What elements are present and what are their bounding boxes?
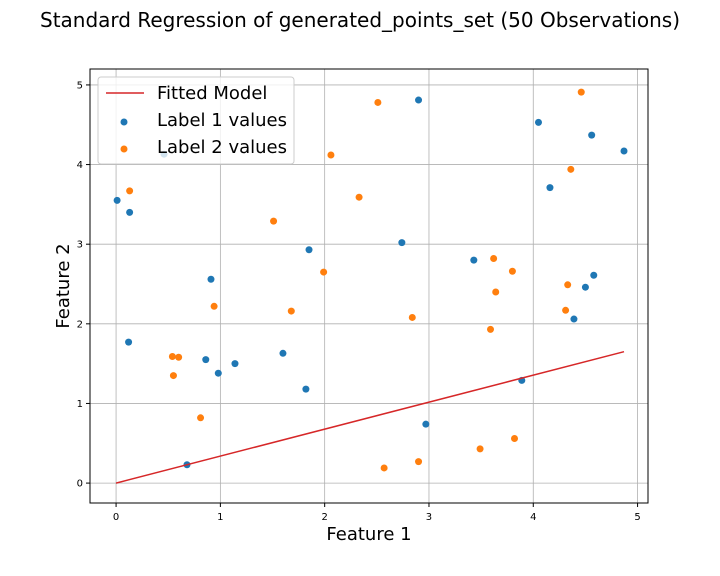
label-2-point bbox=[567, 165, 575, 173]
y-tick-label: 1 bbox=[77, 399, 83, 410]
label-1-point bbox=[590, 271, 598, 279]
label-2-point bbox=[510, 434, 518, 442]
label-2-point bbox=[380, 464, 388, 472]
label-2-point bbox=[210, 302, 218, 310]
y-tick-label: 3 bbox=[77, 240, 83, 251]
label-1-point bbox=[620, 147, 628, 155]
label-2-point bbox=[508, 267, 516, 275]
y-tick-label: 5 bbox=[77, 80, 83, 91]
label-1-point bbox=[305, 246, 313, 254]
x-tick-label: 5 bbox=[634, 512, 640, 523]
label-1-point bbox=[207, 275, 215, 283]
legend-swatch-label-2 bbox=[120, 145, 128, 153]
label-2-point bbox=[408, 313, 416, 321]
label-1-point bbox=[546, 184, 554, 192]
x-tick-label: 1 bbox=[217, 512, 223, 523]
label-1-point bbox=[415, 96, 423, 104]
label-2-point bbox=[415, 458, 423, 466]
label-1-point bbox=[570, 315, 578, 323]
label-2-point bbox=[476, 445, 484, 453]
legend-box bbox=[97, 76, 295, 165]
label-2-point bbox=[490, 255, 498, 263]
label-2-point bbox=[564, 281, 572, 289]
x-axis-label: Feature 1 bbox=[326, 524, 411, 545]
x-tick-label: 2 bbox=[321, 512, 327, 523]
legend-label-fitted-model: Fitted Model bbox=[157, 83, 267, 104]
label-2-point bbox=[577, 88, 585, 96]
x-tick-label: 0 bbox=[113, 512, 119, 523]
label-1-point bbox=[398, 239, 406, 247]
label-1-point bbox=[422, 420, 430, 428]
label-1-point bbox=[279, 349, 287, 357]
axis-ticks: 0 1 2 3 4 5 0 1 2 3 4 5 bbox=[77, 80, 641, 523]
label-2-point bbox=[562, 306, 570, 314]
plot-area-frame bbox=[89, 68, 649, 504]
y-tick-label: 4 bbox=[77, 160, 83, 171]
label-1-point bbox=[302, 385, 310, 393]
legend-label-label-1: Label 1 values bbox=[157, 110, 287, 131]
label-2-point bbox=[492, 288, 500, 296]
label-2-point bbox=[126, 187, 134, 195]
y-tick-label: 0 bbox=[77, 479, 83, 490]
label-2-point bbox=[374, 98, 382, 106]
label-2-point bbox=[320, 268, 328, 276]
label-1-point bbox=[534, 118, 542, 126]
label-2-point bbox=[175, 353, 183, 361]
y-tick-label: 2 bbox=[77, 319, 83, 330]
label-1-point bbox=[202, 356, 210, 364]
label-1-point bbox=[231, 360, 239, 368]
label-2-point bbox=[169, 372, 177, 380]
chart-title: Standard Regression of generated_points_… bbox=[40, 8, 680, 32]
label-2-point bbox=[287, 307, 295, 315]
y-axis-label: Feature 2 bbox=[53, 243, 74, 328]
label-2-point bbox=[197, 414, 205, 422]
label-2-point bbox=[327, 151, 335, 159]
x-tick-label: 4 bbox=[530, 512, 536, 523]
data-series bbox=[113, 88, 628, 484]
label-1-point bbox=[113, 196, 121, 204]
label-1-point bbox=[125, 338, 133, 346]
legend-label-label-2: Label 2 values bbox=[157, 137, 287, 158]
fitted-model-line bbox=[115, 350, 625, 484]
label-2-point bbox=[270, 217, 278, 225]
label-2-point bbox=[168, 352, 176, 360]
legend-swatch-label-1 bbox=[120, 118, 128, 126]
label-1-point bbox=[581, 283, 589, 291]
label-1-point bbox=[126, 208, 134, 216]
label-1-point bbox=[214, 369, 222, 377]
label-2-point bbox=[487, 325, 495, 333]
label-1-point bbox=[470, 256, 478, 264]
label-1-point bbox=[588, 131, 596, 139]
x-tick-label: 3 bbox=[426, 512, 432, 523]
label-2-point bbox=[355, 193, 363, 201]
chart-legend: Fitted Model Label 1 values Label 2 valu… bbox=[97, 76, 295, 165]
